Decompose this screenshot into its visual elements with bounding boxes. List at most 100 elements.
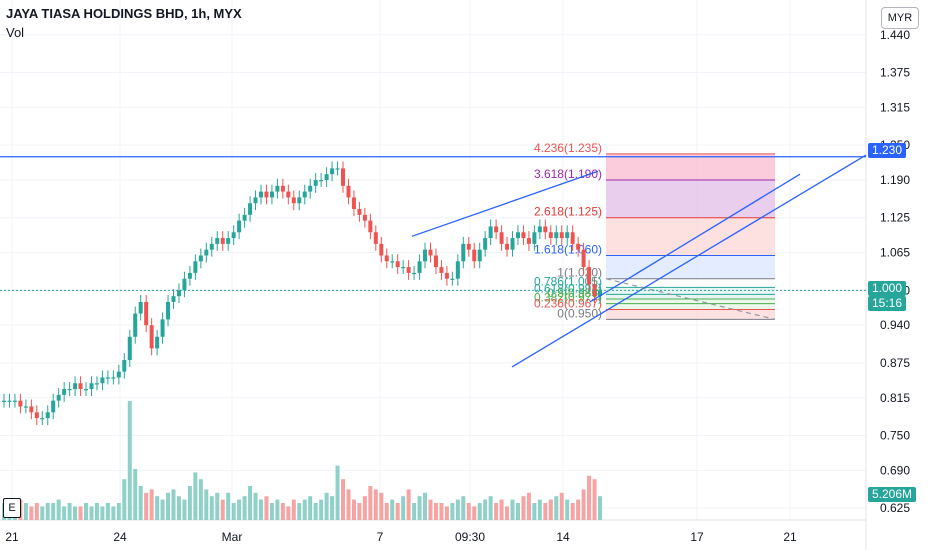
candle-body: [351, 197, 356, 210]
channel-line: [589, 173, 801, 303]
volume-bar: [592, 479, 597, 520]
y-tick-label: 1.315: [880, 100, 910, 114]
candle-body: [237, 220, 242, 233]
volume-bar: [515, 503, 520, 520]
candle-body: [341, 168, 346, 186]
volume-bar: [73, 506, 78, 520]
candle-body: [269, 191, 274, 198]
volume-bar: [193, 472, 198, 520]
volume-bar: [548, 499, 553, 520]
candle-body: [127, 336, 132, 361]
candle-body: [390, 261, 395, 263]
volume-bar: [302, 499, 307, 520]
candle-body: [89, 383, 94, 390]
volume-bar: [94, 503, 99, 520]
volume-bar: [373, 489, 378, 520]
volume-bar: [204, 489, 209, 520]
fib-zone: [606, 278, 775, 288]
y-tick-label: 1.440: [880, 28, 910, 42]
candle-body: [248, 203, 253, 215]
candle-body: [149, 325, 154, 349]
volume-bar: [444, 506, 449, 520]
volume-bar: [166, 492, 171, 520]
volume-bar: [313, 503, 318, 520]
volume-bar: [543, 503, 548, 520]
candle-body: [78, 383, 83, 390]
volume-bar: [40, 506, 45, 520]
volume-bar: [346, 489, 351, 520]
candle-body: [499, 232, 504, 244]
volume-bar: [423, 492, 428, 520]
candle-body: [417, 261, 422, 273]
y-tick-label: 0.625: [880, 501, 910, 515]
volume-legend: Vol: [6, 25, 25, 40]
candle-body: [176, 290, 181, 297]
x-tick-label: 14: [556, 530, 570, 544]
volume-bar: [133, 469, 138, 520]
currency-button[interactable]: MYR: [881, 7, 919, 29]
volume-bar: [450, 503, 455, 520]
volume-bar: [439, 503, 444, 520]
candle-body: [368, 220, 373, 233]
x-tick-label: 24: [113, 530, 127, 544]
candle-body: [264, 191, 269, 198]
candle-body: [330, 168, 335, 175]
candle-body: [472, 249, 477, 262]
volume-bar: [461, 496, 466, 520]
candle-body: [521, 232, 526, 239]
volume-bar: [576, 499, 581, 520]
volume-bar: [122, 479, 127, 520]
volume-bar: [29, 506, 34, 520]
fib-level-label: 0.5(0.985): [547, 286, 602, 300]
candle-body: [537, 226, 542, 233]
candle-body: [286, 191, 291, 198]
candle-body: [559, 232, 564, 239]
volume-bar: [144, 492, 149, 520]
candle-body: [302, 191, 307, 198]
volume-bar: [56, 499, 61, 520]
volume-bar: [362, 496, 367, 520]
candle-body: [204, 249, 209, 256]
volume-bar: [291, 499, 296, 520]
scale-button[interactable]: E: [3, 498, 21, 518]
volume-bar: [526, 492, 531, 520]
volume-bar: [455, 499, 460, 520]
volume-bar: [105, 503, 110, 520]
volume-bar: [521, 496, 526, 520]
y-tick-label: 1.065: [880, 246, 910, 260]
volume-bar: [138, 486, 143, 520]
volume-bar: [505, 506, 510, 520]
volume-bar: [111, 506, 116, 520]
volume-bar: [187, 486, 192, 520]
resistance-price-tag: 1.230: [868, 143, 907, 158]
candle-body: [450, 278, 455, 280]
volume-bar: [587, 475, 592, 520]
fib-level-label: 0(0.950): [557, 306, 602, 320]
volume-bar: [335, 465, 340, 520]
candle-body: [543, 226, 548, 233]
candle-body: [346, 185, 351, 198]
fib-zone: [606, 153, 775, 180]
candle-body: [62, 389, 67, 395]
volume-bar: [220, 499, 225, 520]
candle-body: [297, 197, 302, 204]
x-tick-label: 21: [5, 530, 19, 544]
candle-body: [291, 197, 296, 204]
candle-body: [576, 243, 581, 250]
candle-body: [144, 301, 149, 326]
volume-bar: [477, 503, 482, 520]
candle-body: [73, 383, 78, 390]
volume-bar: [209, 496, 214, 520]
x-tick-label: 17: [690, 530, 704, 544]
volume-bar: [390, 499, 395, 520]
volume-bar: [78, 506, 83, 520]
candle-body: [94, 383, 99, 385]
volume-bar: [116, 503, 121, 520]
candle-body: [171, 296, 176, 302]
candle-body: [466, 243, 471, 250]
volume-bar: [198, 479, 203, 520]
candle-body: [226, 238, 231, 244]
volume-bar: [494, 503, 499, 520]
volume-bar: [67, 503, 72, 520]
